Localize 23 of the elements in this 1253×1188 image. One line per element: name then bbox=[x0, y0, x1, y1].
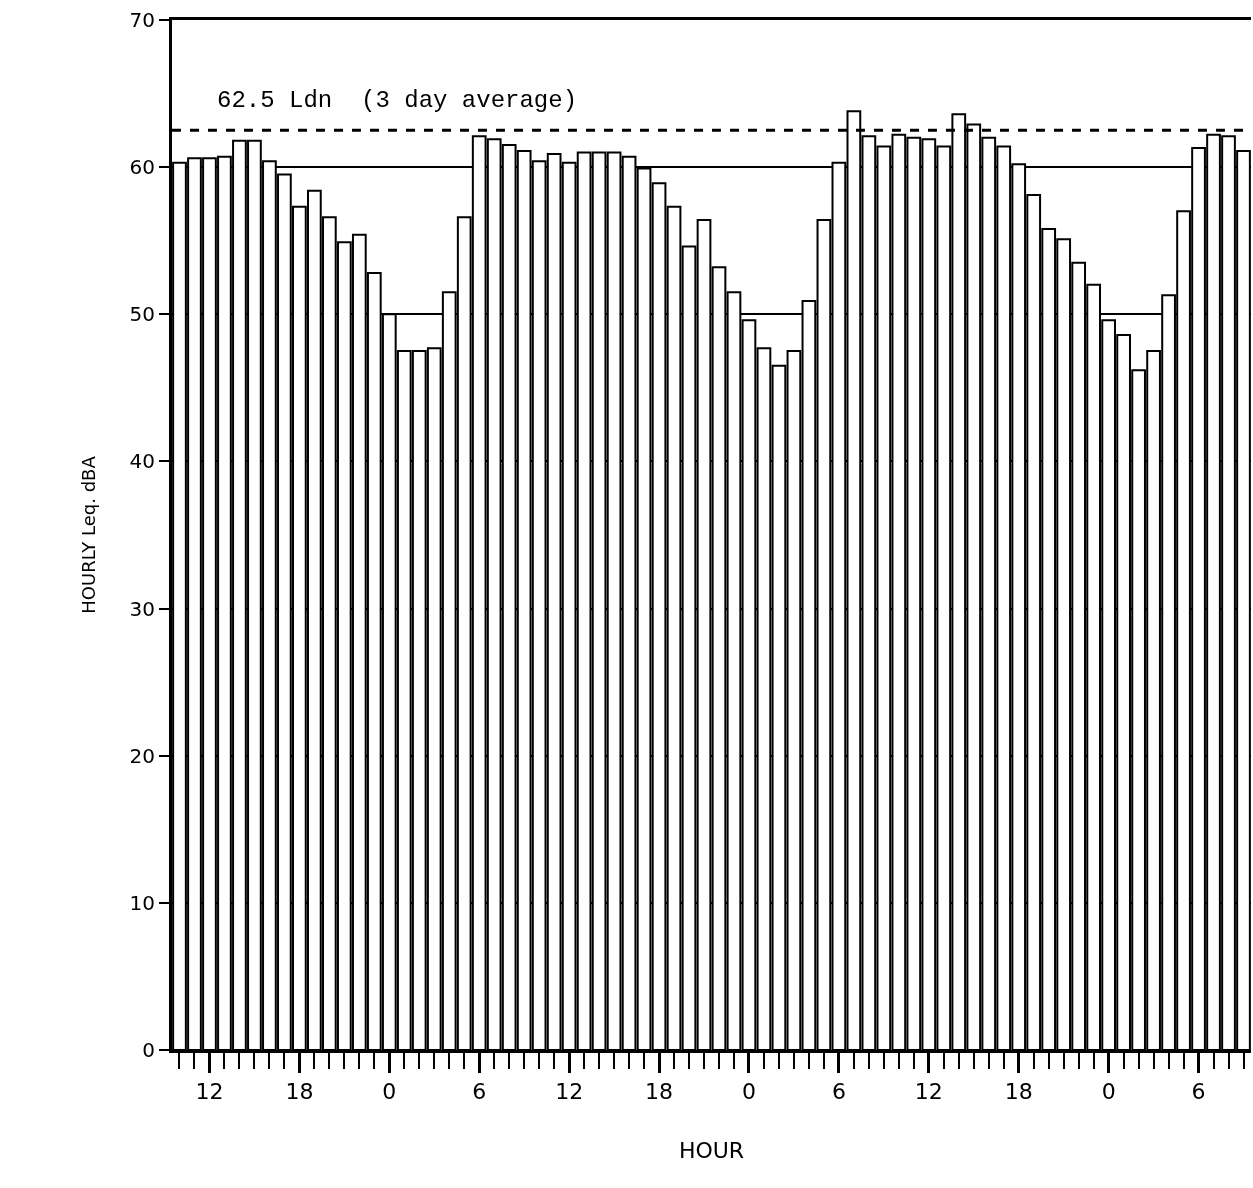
x-tick-label: 12 bbox=[914, 1079, 943, 1105]
x-axis-title: HOUR bbox=[678, 1138, 745, 1164]
x-tick-label: 18 bbox=[645, 1079, 674, 1105]
x-tick-label: 12 bbox=[555, 1079, 584, 1105]
x-tick-label: 0 bbox=[741, 1079, 756, 1105]
x-tick-label: 6 bbox=[472, 1079, 487, 1105]
y-tick-label: 10 bbox=[129, 890, 155, 915]
y-tick-label: 70 bbox=[129, 8, 155, 32]
y-tick-label: 20 bbox=[129, 743, 155, 768]
x-tick-label: 6 bbox=[831, 1079, 846, 1105]
y-axis-title: HOURLY Leq. dBA bbox=[77, 455, 99, 614]
ref-line-label: 62.5 Ldn (3 day average) bbox=[217, 87, 578, 114]
x-tick-label: 18 bbox=[285, 1079, 314, 1105]
x-tick-label: 6 bbox=[1191, 1079, 1206, 1105]
y-tick-label: 50 bbox=[129, 302, 155, 327]
y-tick-label: 0 bbox=[142, 1038, 155, 1062]
x-tick-label: 18 bbox=[1004, 1079, 1033, 1105]
x-tick-label: 0 bbox=[382, 1079, 397, 1105]
y-tick-label: 60 bbox=[129, 155, 155, 180]
x-tick-label: 12 bbox=[195, 1079, 224, 1105]
y-tick-label: 30 bbox=[129, 596, 155, 621]
y-tick-label: 40 bbox=[129, 449, 155, 474]
x-tick-label: 0 bbox=[1101, 1079, 1116, 1105]
